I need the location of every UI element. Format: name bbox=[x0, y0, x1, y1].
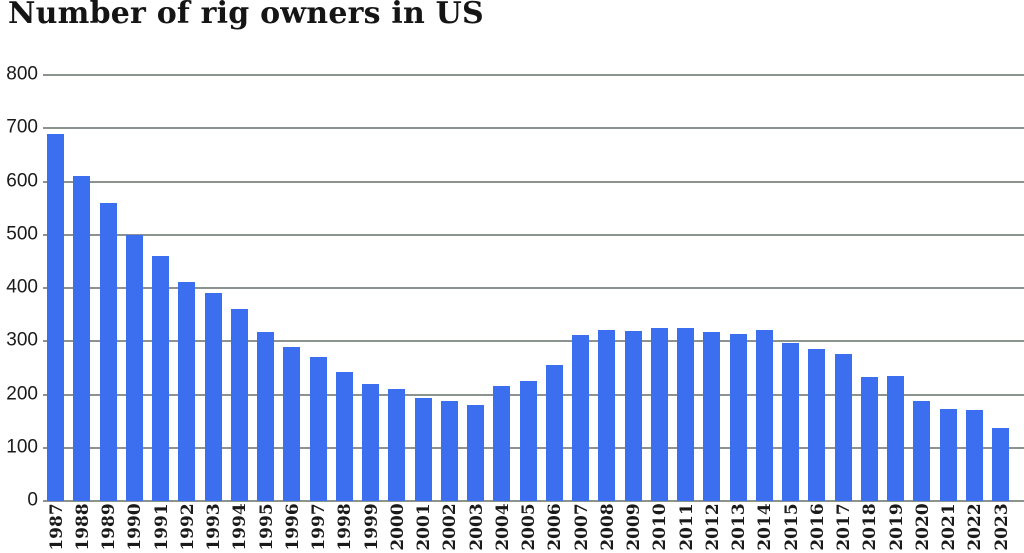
x-tick-label-2003: 2003 bbox=[466, 503, 487, 551]
x-tick-label-2009: 2009 bbox=[624, 503, 644, 551]
bar-2023 bbox=[992, 427, 1009, 501]
x-tick-label-2022: 2022 bbox=[965, 503, 986, 551]
x-tick-label-2013: 2013 bbox=[729, 503, 749, 551]
gridline-300 bbox=[43, 340, 1024, 343]
bar-1990 bbox=[125, 234, 143, 501]
bar-1995 bbox=[257, 332, 274, 501]
bar-1987 bbox=[47, 133, 64, 501]
bar-1997 bbox=[309, 357, 327, 501]
x-tick-label-2005: 2005 bbox=[519, 503, 539, 551]
gridline-600 bbox=[43, 180, 1024, 183]
y-tick-label-500: 500 bbox=[6, 223, 38, 245]
bar-2003 bbox=[467, 405, 484, 501]
bar-1992 bbox=[178, 281, 196, 501]
y-tick-label-200: 200 bbox=[6, 383, 38, 405]
x-tick-label-2001: 2001 bbox=[414, 503, 434, 551]
x-tick-label-1988: 1988 bbox=[72, 503, 93, 551]
x-tick-label-1999: 1999 bbox=[361, 503, 382, 551]
bar-2007 bbox=[572, 334, 589, 501]
bar-2021 bbox=[939, 409, 957, 501]
y-tick-label-0: 0 bbox=[27, 489, 38, 511]
x-tick-label-1996: 1996 bbox=[282, 503, 303, 551]
bar-2016 bbox=[808, 348, 826, 501]
bar-2018 bbox=[860, 377, 878, 501]
x-tick-label-1998: 1998 bbox=[335, 503, 356, 551]
bar-1998 bbox=[335, 372, 353, 501]
y-tick-label-800: 800 bbox=[6, 63, 38, 85]
bar-1991 bbox=[152, 256, 169, 501]
x-tick-label-1987: 1987 bbox=[46, 503, 67, 551]
gridline-400 bbox=[43, 287, 1024, 289]
bar-2015 bbox=[782, 342, 799, 501]
bar-1988 bbox=[73, 176, 91, 501]
x-tick-label-1992: 1992 bbox=[177, 503, 198, 551]
x-tick-label-2008: 2008 bbox=[597, 503, 618, 551]
bar-1996 bbox=[283, 346, 301, 501]
bar-2013 bbox=[729, 333, 747, 501]
bar-2009 bbox=[624, 330, 642, 501]
x-tick-label-2011: 2011 bbox=[676, 503, 697, 551]
y-tick-label-100: 100 bbox=[6, 436, 38, 458]
bar-1999 bbox=[362, 383, 379, 501]
x-tick-label-2020: 2020 bbox=[912, 503, 933, 551]
y-tick-label-300: 300 bbox=[6, 329, 38, 351]
x-tick-label-2021: 2021 bbox=[939, 503, 959, 551]
x-tick-label-2014: 2014 bbox=[755, 503, 776, 551]
bar-2020 bbox=[913, 400, 931, 501]
bar-2008 bbox=[598, 329, 616, 501]
x-tick-label-2004: 2004 bbox=[492, 503, 513, 551]
x-tick-label-2012: 2012 bbox=[702, 503, 723, 551]
chart-title: Number of rig owners in US bbox=[8, 0, 484, 31]
x-tick-label-1993: 1993 bbox=[204, 503, 224, 551]
bar-2005 bbox=[519, 380, 537, 501]
bar-2011 bbox=[677, 327, 694, 501]
x-tick-label-2015: 2015 bbox=[781, 503, 802, 551]
x-tick-label-1995: 1995 bbox=[256, 503, 277, 551]
y-tick-label-600: 600 bbox=[6, 170, 38, 192]
bar-2001 bbox=[414, 398, 432, 501]
x-tick-label-2019: 2019 bbox=[886, 503, 907, 551]
y-tick-label-700: 700 bbox=[6, 116, 38, 138]
bar-1993 bbox=[204, 293, 222, 501]
plot-area bbox=[43, 74, 1024, 502]
x-tick-label-2016: 2016 bbox=[807, 503, 828, 551]
bar-2014 bbox=[755, 330, 773, 501]
x-tick-label-2010: 2010 bbox=[650, 503, 671, 551]
bar-2012 bbox=[703, 331, 721, 501]
bar-2000 bbox=[388, 389, 406, 501]
gridline-700 bbox=[43, 127, 1024, 130]
bar-1989 bbox=[99, 202, 117, 501]
gridline-500 bbox=[43, 233, 1024, 236]
x-tick-label-2000: 2000 bbox=[387, 503, 408, 551]
gridline-800 bbox=[43, 74, 1024, 76]
gridline-0 bbox=[43, 500, 1024, 502]
x-tick-label-2023: 2023 bbox=[991, 503, 1012, 551]
x-tick-label-1989: 1989 bbox=[99, 503, 119, 551]
x-tick-label-2017: 2017 bbox=[834, 503, 854, 551]
x-tick-label-2018: 2018 bbox=[860, 503, 881, 551]
bar-1994 bbox=[230, 309, 248, 501]
x-tick-label-1997: 1997 bbox=[309, 503, 329, 551]
y-tick-label-400: 400 bbox=[6, 276, 38, 298]
x-tick-label-2006: 2006 bbox=[545, 503, 566, 551]
x-tick-label-1994: 1994 bbox=[230, 503, 251, 551]
bar-2004 bbox=[493, 385, 511, 501]
x-tick-label-2002: 2002 bbox=[440, 503, 461, 551]
bar-2010 bbox=[650, 327, 668, 501]
bar-2022 bbox=[965, 410, 983, 501]
bar-2019 bbox=[887, 375, 904, 501]
bar-2002 bbox=[440, 401, 458, 501]
x-tick-label-2007: 2007 bbox=[571, 503, 592, 551]
x-tick-label-1990: 1990 bbox=[125, 503, 146, 551]
bar-2017 bbox=[834, 354, 852, 501]
bar-2006 bbox=[545, 365, 563, 501]
x-tick-label-1991: 1991 bbox=[151, 503, 172, 551]
